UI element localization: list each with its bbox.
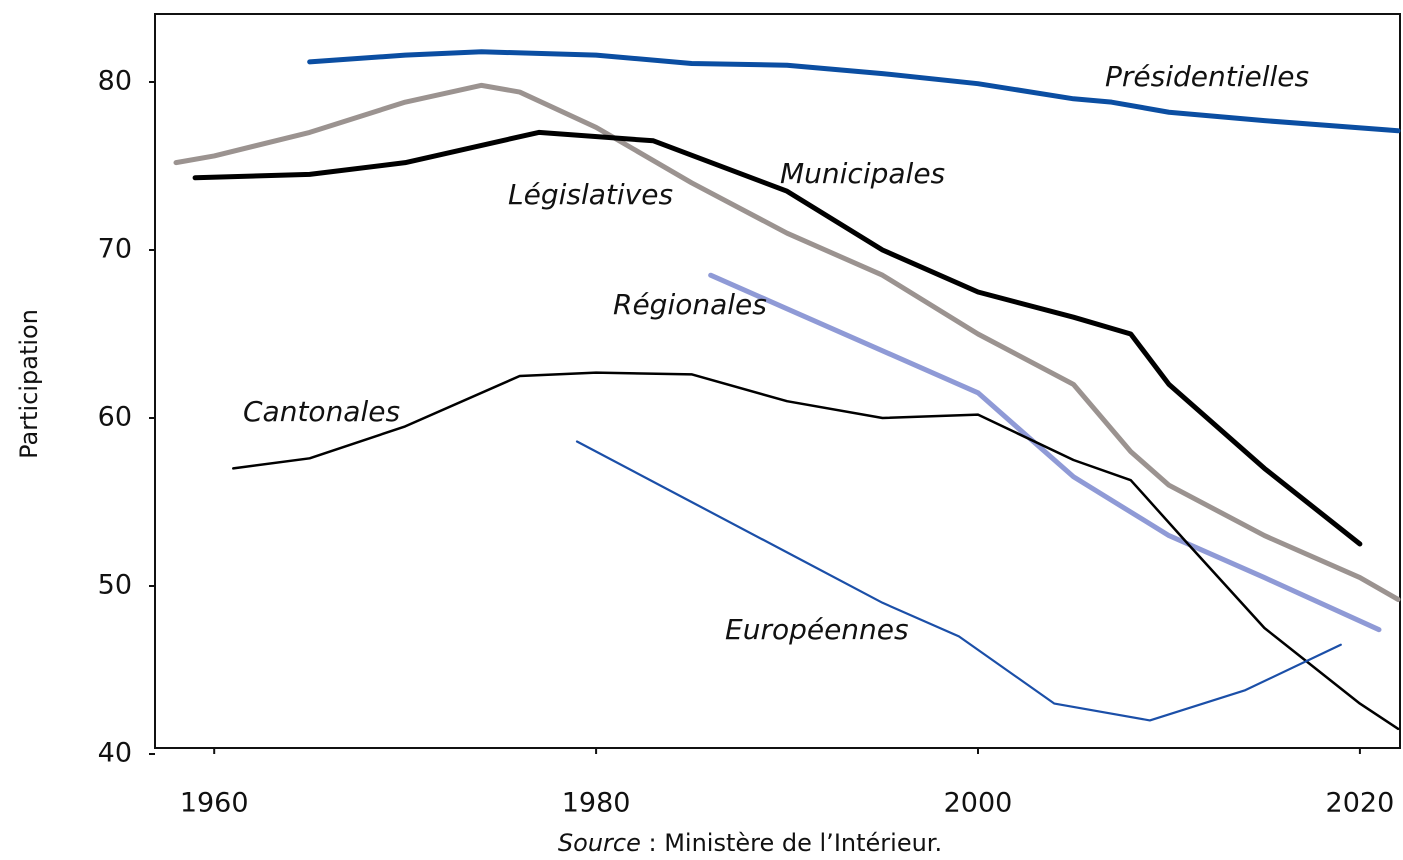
- y-tick-label: 40: [98, 738, 132, 769]
- series-line: [192, 129, 1363, 547]
- series-line: [575, 440, 1342, 722]
- x-tick-label: 2000: [944, 788, 1013, 819]
- y-tick-label: 80: [98, 66, 132, 97]
- source-label: Source: [558, 829, 641, 857]
- y-tick-label: 60: [98, 402, 132, 433]
- source-text: : Ministère de l’Intérieur.: [641, 829, 942, 857]
- x-tick-label: 1980: [562, 788, 631, 819]
- series-line: [232, 371, 1400, 731]
- series-label: Municipales: [780, 157, 945, 190]
- series-label: Cantonales: [243, 395, 400, 428]
- y-tick-label: 50: [98, 570, 132, 601]
- y-axis-label: Participation: [15, 309, 43, 459]
- x-tick-label: 1960: [180, 788, 249, 819]
- series-line: [708, 272, 1382, 633]
- series-line: [307, 49, 1401, 134]
- series-label: Législatives: [508, 178, 673, 211]
- series-line: [173, 82, 1401, 602]
- series-label: Régionales: [613, 288, 767, 321]
- plot-frame: [154, 13, 1401, 749]
- series-label: Européennes: [725, 613, 909, 646]
- y-tick-label: 70: [98, 234, 132, 265]
- series-label: Présidentielles: [1105, 60, 1309, 93]
- x-tick-label: 2020: [1326, 788, 1395, 819]
- source-note: Source : Ministère de l’Intérieur.: [558, 829, 942, 857]
